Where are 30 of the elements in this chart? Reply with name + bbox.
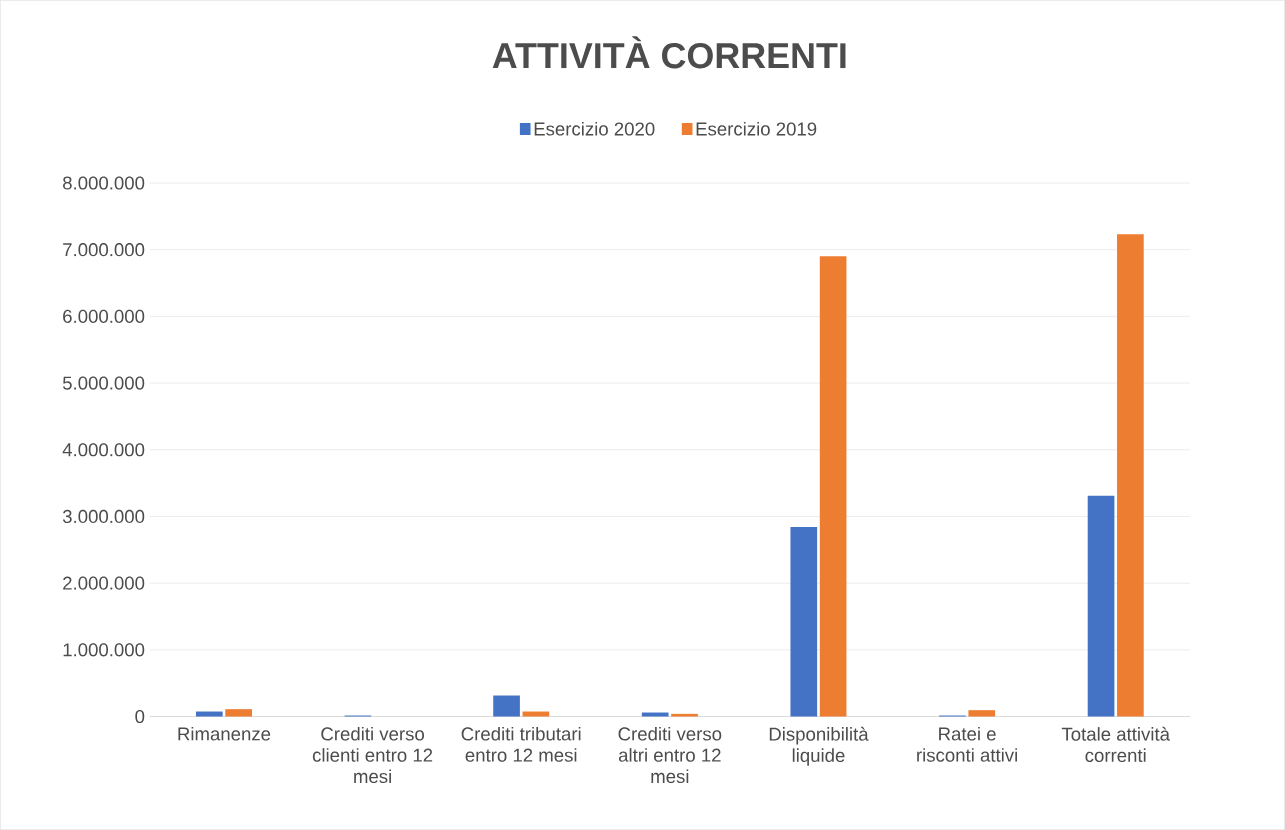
x-tick-label: Crediti verso clienti entro 12 mesi [312,726,433,783]
x-tick-label: Totale attività correnti [1061,726,1170,762]
y-tick-label: 4.000.000 [62,443,145,457]
bar [522,711,550,717]
bar [1087,495,1115,717]
y-tick-label: 5.000.000 [62,376,145,390]
x-tick-label: Ratei e risconti attivi [917,726,1017,762]
y-tick-label: 0 [135,709,145,724]
legend-label: Esercizio 2020 [534,121,655,136]
x-tick-label: Crediti verso altri entro 12 mesi [618,726,722,783]
x-tick-label: Disponibilità liquide [769,726,869,766]
y-tick-label: 3.000.000 [62,509,145,523]
y-tick-label: 6.000.000 [63,309,145,323]
bar [493,695,520,717]
bar [819,256,847,717]
bar [641,712,669,717]
x-tick-label: Crediti tributari entro 12 mesi [461,726,581,762]
bar [968,710,996,717]
y-tick-label: 2.000.000 [63,576,145,590]
chart-title: ATTIVITÀ CORRENTI [492,36,846,69]
y-tick-label: 1.000.000 [63,643,145,657]
bar [790,527,818,717]
x-tick-label: Rimanenze [178,726,271,741]
bar [671,713,698,717]
bar [225,709,252,717]
bar [1117,234,1144,717]
legend-label: Esercizio 2019 [696,121,817,136]
y-tick-label: 8.000.000 [63,176,145,190]
y-tick-label: 7.000.000 [63,243,145,257]
bar [195,711,223,717]
